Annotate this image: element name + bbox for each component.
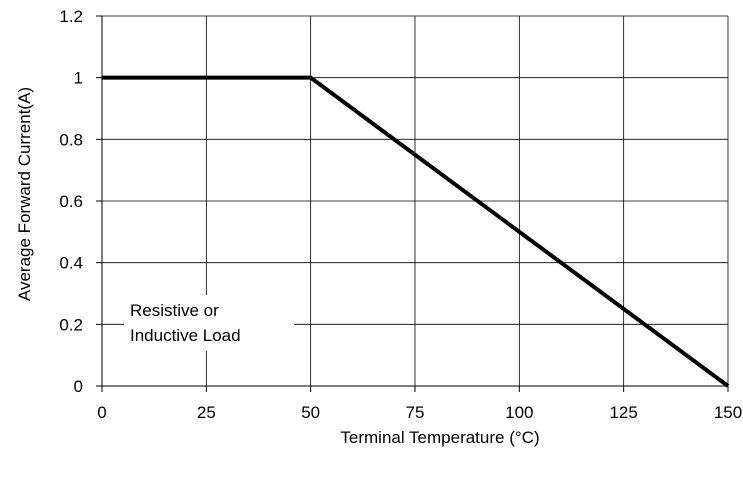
y-axis-title: Average Forward Current(A) <box>15 87 34 301</box>
x-tick-label: 100 <box>505 403 533 422</box>
y-tick-label: 0.4 <box>59 254 83 273</box>
y-tick-label: 0.2 <box>59 315 83 334</box>
annotation-line-2: Inductive Load <box>130 326 241 345</box>
series <box>102 75 730 388</box>
x-tick-label: 75 <box>406 403 425 422</box>
y-tick-label: 0.8 <box>59 130 83 149</box>
x-tick-label: 25 <box>197 403 216 422</box>
x-tick-label: 150 <box>714 403 742 422</box>
ticks: 0 25 50 75 100 125 150 0 0.2 0.4 0.6 0.8 1 1.2 <box>59 7 742 422</box>
x-tick-label: 0 <box>97 403 106 422</box>
x-tick-label: 50 <box>301 403 320 422</box>
y-tick-label: 1 <box>74 69 83 88</box>
y-tick-label: 0.6 <box>59 192 83 211</box>
y-tick-label: 1.2 <box>59 7 83 26</box>
x-tick-label: 125 <box>609 403 637 422</box>
annotation-background <box>124 295 294 351</box>
annotation-line-1: Resistive or <box>130 301 219 320</box>
y-tick-label: 0 <box>74 377 83 396</box>
series-line <box>102 75 730 388</box>
x-axis-title: Terminal Temperature (°C) <box>340 428 539 447</box>
